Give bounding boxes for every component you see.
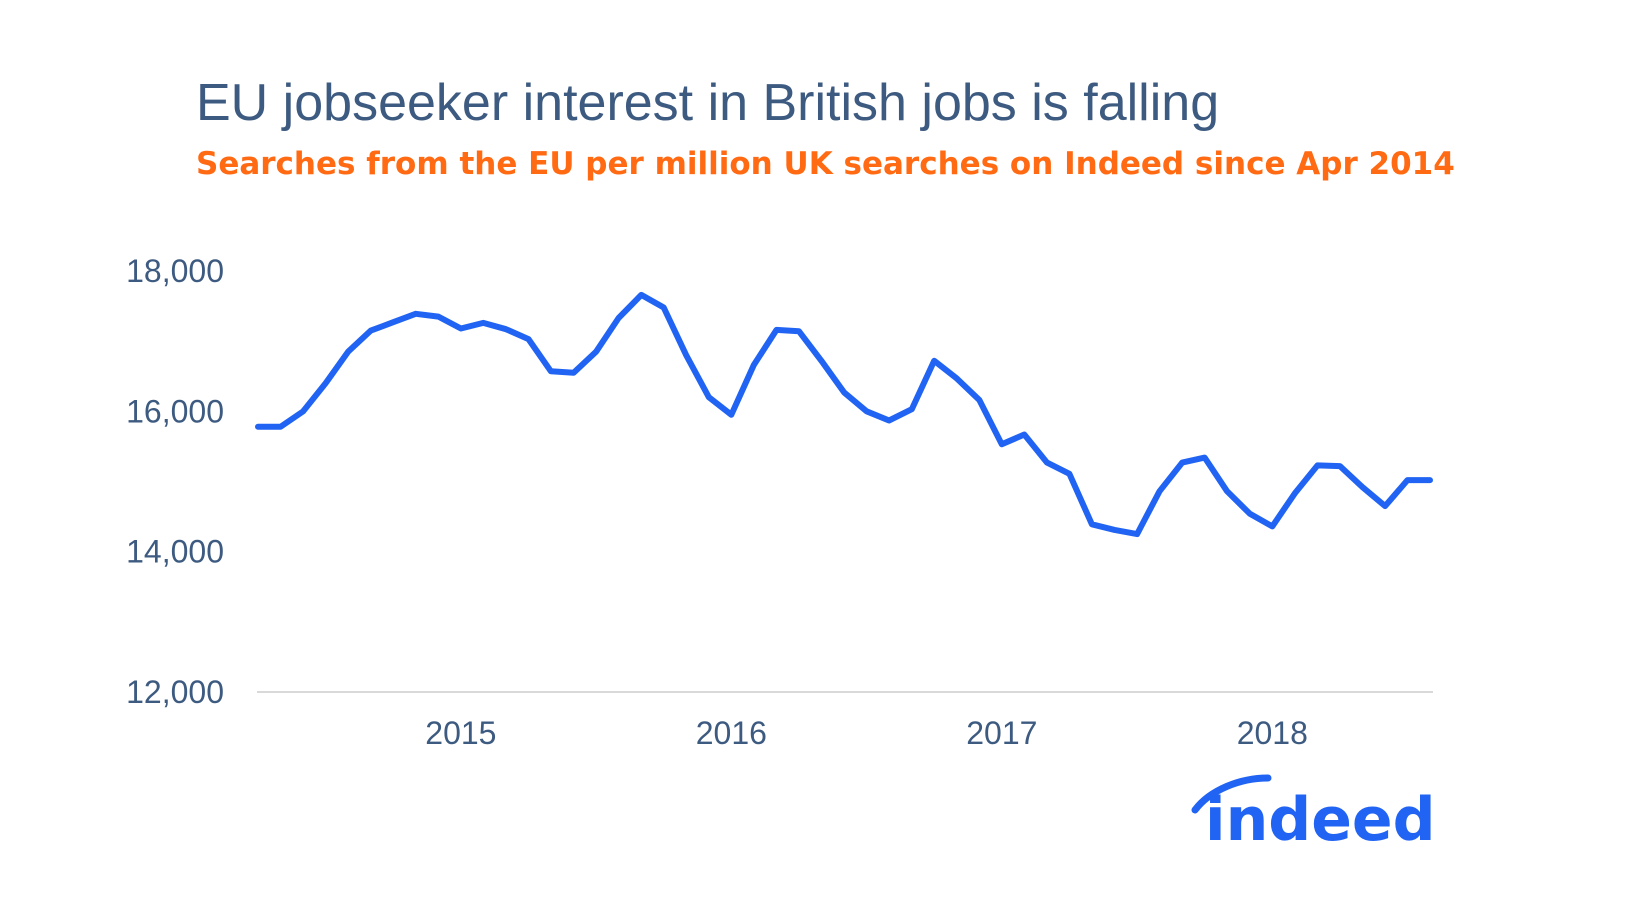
chart-subtitle: Searches from the EU per million UK sear… (196, 146, 1455, 182)
logo-wordmark: indeed (1205, 785, 1436, 855)
y-tick-label: 12,000 (126, 674, 224, 710)
x-axis-ticks: 2015 2016 2017 2018 (425, 715, 1308, 751)
x-tick-label: 2018 (1237, 715, 1308, 751)
series-line (255, 291, 1433, 538)
indeed-logo: indeed (1191, 774, 1436, 855)
series-layer (255, 291, 1433, 538)
logo-swoosh-icon (1191, 774, 1272, 814)
chart-title: EU jobseeker interest in British jobs is… (196, 74, 1219, 132)
y-tick-label: 14,000 (126, 534, 224, 570)
x-tick-label: 2016 (696, 715, 767, 751)
y-axis-ticks: 12,000 14,000 16,000 18,000 (126, 253, 224, 710)
y-tick-label: 18,000 (126, 253, 224, 289)
y-tick-label: 16,000 (126, 393, 224, 429)
x-tick-label: 2017 (966, 715, 1037, 751)
x-tick-label: 2015 (425, 715, 496, 751)
